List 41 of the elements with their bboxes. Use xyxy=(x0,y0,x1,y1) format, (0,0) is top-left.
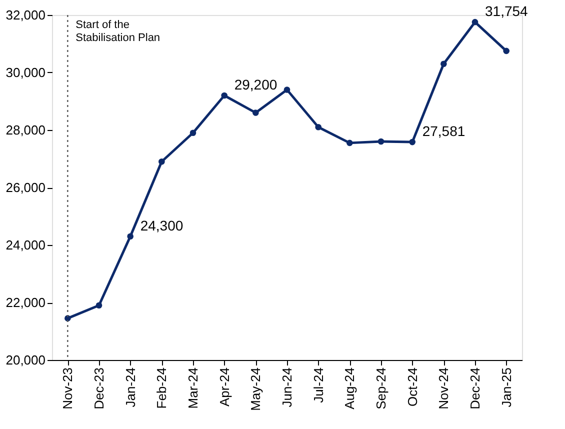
point xyxy=(158,158,165,165)
y-tick-label: 24,000 xyxy=(6,238,46,252)
y-tick-label: 30,000 xyxy=(6,65,46,80)
x-tick-label: Jun-24 xyxy=(280,368,294,408)
point xyxy=(252,110,259,116)
x-tick-label: Apr-24 xyxy=(216,368,232,407)
x-tick-label: Mar-24 xyxy=(186,368,200,409)
point xyxy=(96,302,102,309)
x-tick-label: Feb-24 xyxy=(154,368,170,409)
y-tick-label: 28,000 xyxy=(6,122,46,138)
point xyxy=(472,18,478,26)
point xyxy=(284,86,290,93)
x-tick-label: Nov-24 xyxy=(436,368,452,410)
data-label: 24,300 xyxy=(140,217,184,234)
x-tick-label: Oct-24 xyxy=(404,368,420,407)
x-tick-label: Jul-24 xyxy=(310,368,326,403)
point xyxy=(440,60,447,68)
x-tick-label: Nov-23 xyxy=(60,368,76,410)
x-tick-label: Dec-23 xyxy=(92,368,106,410)
data-label: 27,581 xyxy=(422,123,466,140)
x-tick-label: Dec-24 xyxy=(468,368,482,410)
x-tick-label: Aug-24 xyxy=(342,368,358,410)
point xyxy=(409,138,416,146)
y-tick-label: 22,000 xyxy=(6,295,46,310)
point xyxy=(221,92,228,99)
x-tick-label: Jan-24 xyxy=(122,368,138,408)
y-tick-label: 26,000 xyxy=(6,180,46,195)
x-tick-label: Jan-25 xyxy=(498,368,514,408)
data-label: 31,754 xyxy=(485,3,528,20)
ref-line-label: Start of the Stabilisation Plan xyxy=(76,19,160,44)
data-label: 29,200 xyxy=(234,76,278,92)
point xyxy=(190,130,196,136)
point xyxy=(503,48,510,54)
point xyxy=(127,233,134,240)
x-tick-label: May-24 xyxy=(248,368,264,411)
point xyxy=(378,138,384,145)
point xyxy=(315,124,322,130)
point xyxy=(346,140,353,146)
y-tick-label: 32,000 xyxy=(6,8,46,22)
y-tick-label: 20,000 xyxy=(6,352,46,368)
x-tick-label: Sep-24 xyxy=(374,368,388,410)
